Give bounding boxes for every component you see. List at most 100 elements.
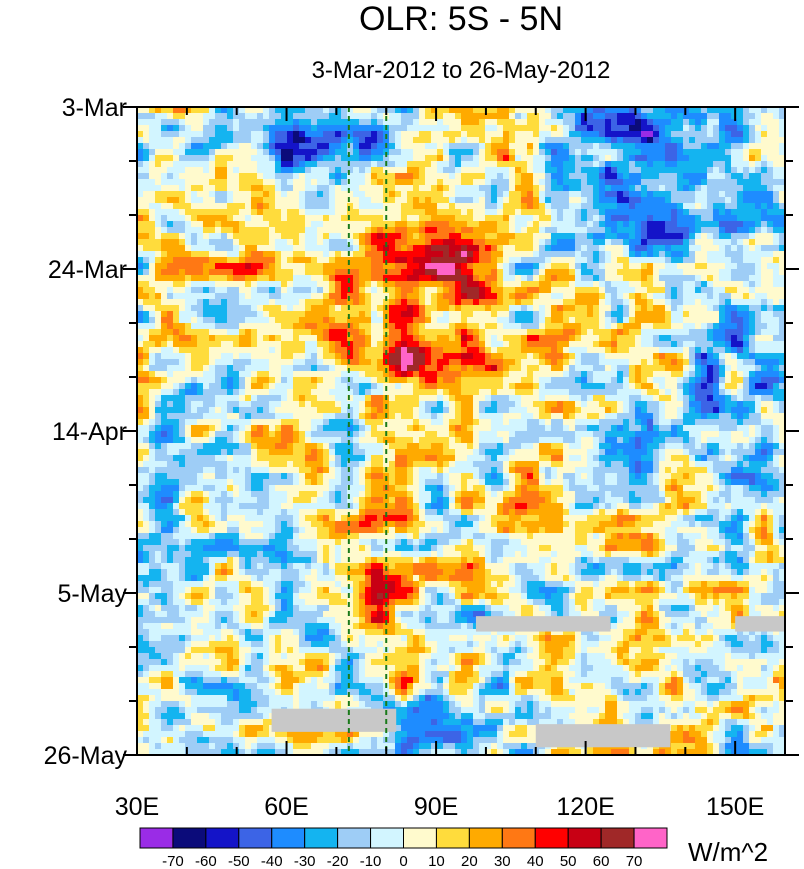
field-cell: [395, 143, 402, 150]
field-cell: [167, 299, 174, 306]
field-cell: [275, 179, 282, 186]
field-cell: [269, 329, 276, 336]
field-cell: [683, 155, 690, 162]
field-cell: [299, 167, 306, 174]
field-cell: [659, 287, 666, 294]
field-cell: [611, 179, 618, 186]
field-cell: [569, 359, 576, 366]
field-cell: [281, 359, 288, 366]
field-cell: [653, 161, 660, 168]
field-cell: [377, 197, 384, 204]
field-cell: [767, 125, 774, 132]
field-cell: [389, 251, 396, 258]
field-cell: [479, 155, 486, 162]
field-cell: [191, 173, 198, 180]
field-cell: [527, 239, 534, 246]
field-cell: [233, 185, 240, 192]
field-cell: [167, 185, 174, 192]
field-cell: [425, 335, 432, 342]
field-cell: [473, 161, 480, 168]
field-cell: [305, 161, 312, 168]
field-cell: [551, 167, 558, 174]
field-cell: [767, 263, 774, 270]
field-cell: [467, 251, 474, 258]
field-cell: [659, 203, 666, 210]
field-cell: [365, 347, 372, 354]
field-cell: [227, 149, 234, 156]
field-cell: [161, 215, 168, 222]
field-cell: [515, 353, 522, 360]
field-cell: [269, 323, 276, 330]
field-cell: [713, 347, 720, 354]
field-cell: [485, 317, 492, 324]
field-cell: [461, 197, 468, 204]
field-cell: [659, 293, 666, 300]
field-cell: [557, 203, 564, 210]
field-cell: [671, 209, 678, 216]
field-cell: [653, 113, 660, 120]
field-cell: [497, 347, 504, 354]
field-cell: [317, 125, 324, 132]
field-cell: [269, 359, 276, 366]
field-cell: [239, 185, 246, 192]
field-cell: [257, 371, 264, 378]
field-cell: [557, 143, 564, 150]
field-cell: [647, 119, 654, 126]
field-cell: [401, 359, 408, 366]
field-cell: [773, 371, 780, 378]
field-cell: [155, 293, 162, 300]
field-cell: [239, 365, 246, 372]
field-cell: [767, 173, 774, 180]
field-cell: [455, 269, 462, 276]
field-cell: [701, 257, 708, 264]
field-cell: [389, 227, 396, 234]
field-cell: [227, 383, 234, 390]
field-cell: [761, 125, 768, 132]
field-cell: [395, 305, 402, 312]
field-cell: [215, 149, 222, 156]
field-cell: [209, 185, 216, 192]
field-cell: [341, 227, 348, 234]
field-cell: [281, 287, 288, 294]
field-cell: [431, 119, 438, 126]
field-cell: [677, 317, 684, 324]
field-cell: [767, 215, 774, 222]
field-cell: [695, 233, 702, 240]
field-cell: [545, 221, 552, 228]
field-cell: [335, 215, 342, 222]
field-cell: [503, 143, 510, 150]
field-cell: [545, 173, 552, 180]
field-cell: [581, 215, 588, 222]
field-cell: [197, 161, 204, 168]
field-cell: [767, 113, 774, 120]
field-cell: [233, 359, 240, 366]
field-cell: [149, 113, 156, 120]
field-cell: [377, 179, 384, 186]
field-cell: [449, 179, 456, 186]
field-cell: [563, 311, 570, 318]
field-cell: [287, 161, 294, 168]
field-cell: [611, 275, 618, 282]
field-cell: [245, 125, 252, 132]
field-cell: [479, 197, 486, 204]
field-cell: [473, 125, 480, 132]
field-cell: [245, 281, 252, 288]
field-cell: [287, 263, 294, 270]
field-cell: [563, 287, 570, 294]
field-cell: [263, 233, 270, 240]
field-cell: [617, 281, 624, 288]
field-cell: [251, 329, 258, 336]
field-cell: [533, 125, 540, 132]
field-cell: [695, 341, 702, 348]
field-cell: [725, 341, 732, 348]
field-cell: [257, 341, 264, 348]
field-cell: [365, 179, 372, 186]
field-cell: [689, 287, 696, 294]
field-cell: [485, 209, 492, 216]
field-cell: [497, 125, 504, 132]
field-cell: [485, 353, 492, 360]
field-cell: [443, 251, 450, 258]
field-cell: [545, 251, 552, 258]
field-cell: [239, 359, 246, 366]
field-cell: [485, 239, 492, 246]
